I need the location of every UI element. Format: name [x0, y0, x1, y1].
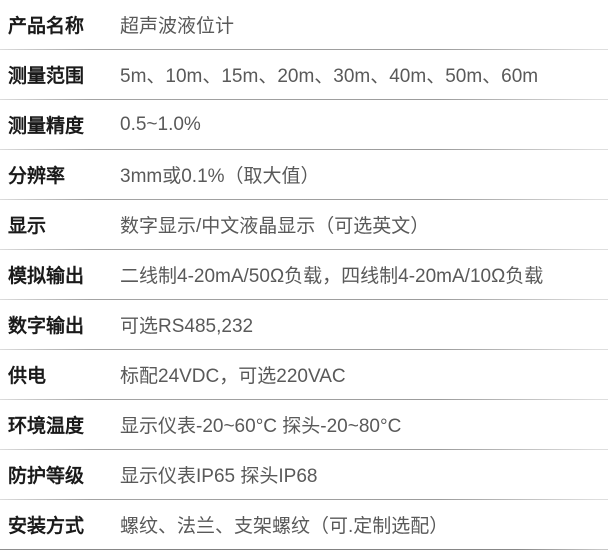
row-divider [0, 449, 608, 450]
spec-value-analog-output: 二线制4-20mA/50Ω负载，四线制4-20mA/10Ω负载 [120, 266, 544, 287]
row-resolution: 分辨率 3mm或0.1%（取大值） [0, 150, 608, 199]
spec-label-accuracy: 测量精度 [8, 116, 85, 137]
row-divider [0, 499, 608, 500]
table-bottom-border [0, 549, 608, 550]
row-protection-rating: 防护等级 显示仪表IP65 探头IP68 [0, 450, 608, 499]
spec-value-accuracy: 0.5~1.0% [120, 113, 201, 135]
row-product-name: 产品名称 超声波液位计 [0, 0, 608, 49]
row-accuracy: 测量精度 0.5~1.0% [0, 100, 608, 149]
spec-label-installation: 安装方式 [8, 516, 85, 537]
spec-label-power-supply: 供电 [8, 366, 47, 387]
spec-value-display: 数字显示/中文液晶显示（可选英文） [120, 216, 430, 237]
spec-value-protection-rating: 显示仪表IP65 探头IP68 [120, 466, 318, 487]
row-divider [0, 99, 608, 100]
spec-value-power-supply: 标配24VDC，可选220VAC [120, 366, 346, 387]
spec-value-installation: 螺纹、法兰、支架螺纹（可.定制选配） [120, 516, 449, 537]
row-digital-output: 数字输出 可选RS485,232 [0, 300, 608, 349]
spec-label-display: 显示 [8, 216, 47, 237]
spec-label-analog-output: 模拟输出 [8, 266, 85, 287]
spec-label-resolution: 分辨率 [8, 166, 66, 187]
row-display: 显示 数字显示/中文液晶显示（可选英文） [0, 200, 608, 249]
spec-value-ambient-temperature: 显示仪表-20~60°C 探头-20~80°C [120, 416, 402, 437]
spec-value-product-name: 超声波液位计 [120, 16, 235, 37]
row-installation: 安装方式 螺纹、法兰、支架螺纹（可.定制选配） [0, 500, 608, 549]
row-divider [0, 349, 608, 350]
row-measuring-range: 测量范围 5m、10m、15m、20m、30m、40m、50m、60m [0, 50, 608, 99]
spec-label-protection-rating: 防护等级 [8, 466, 85, 487]
spec-label-digital-output: 数字输出 [8, 316, 85, 337]
row-analog-output: 模拟输出 二线制4-20mA/50Ω负载，四线制4-20mA/10Ω负载 [0, 250, 608, 299]
spec-value-measuring-range: 5m、10m、15m、20m、30m、40m、50m、60m [120, 66, 539, 87]
row-ambient-temperature: 环境温度 显示仪表-20~60°C 探头-20~80°C [0, 400, 608, 449]
row-divider [0, 49, 608, 50]
row-divider [0, 399, 608, 400]
row-power-supply: 供电 标配24VDC，可选220VAC [0, 350, 608, 399]
spec-value-resolution: 3mm或0.1%（取大值） [120, 166, 320, 187]
spec-label-measuring-range: 测量范围 [8, 66, 85, 87]
spec-label-ambient-temperature: 环境温度 [8, 416, 85, 437]
row-divider [0, 299, 608, 300]
spec-value-digital-output: 可选RS485,232 [120, 316, 254, 337]
spec-label-product-name: 产品名称 [8, 16, 85, 37]
row-divider [0, 249, 608, 250]
row-divider [0, 149, 608, 150]
row-divider [0, 199, 608, 200]
